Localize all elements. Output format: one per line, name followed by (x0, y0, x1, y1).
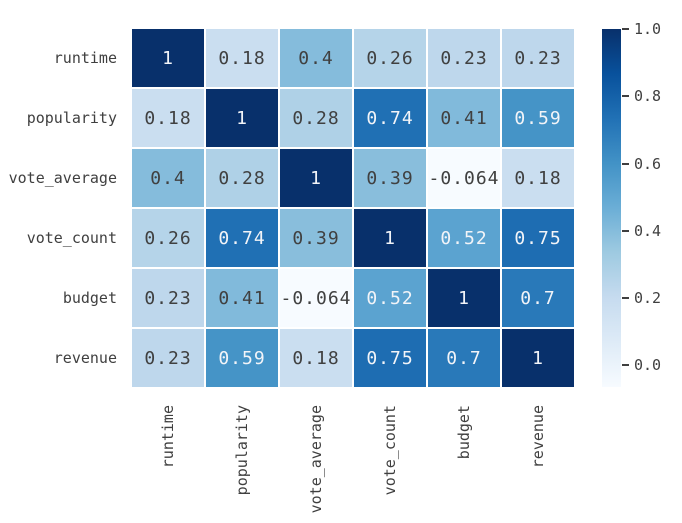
x-tick-label-vote_average: vote_average (307, 405, 325, 514)
heatmap-cell-budget-vote_count: 0.52 (354, 269, 426, 327)
y-tick-label-revenue: revenue (53, 349, 117, 367)
colorbar-tick-label-0.4: 0.4 (634, 221, 662, 240)
heatmap-cell-vote_count-revenue: 0.75 (502, 209, 574, 267)
heatmap-cell-revenue-revenue: 1 (502, 329, 574, 387)
colorbar-tick-label-0.8: 0.8 (634, 87, 662, 106)
heatmap-cell-vote_average-vote_average: 1 (280, 149, 352, 207)
heatmap-cell-budget-revenue: 0.7 (502, 269, 574, 327)
heatmap-cell-vote_average-budget: -0.064 (428, 149, 500, 207)
colorbar-tick-mark-0.8 (622, 95, 629, 98)
heatmap-cell-runtime-vote_average: 0.4 (280, 29, 352, 87)
colorbar-tick-label-0.0: 0.0 (634, 356, 662, 375)
heatmap-cell-vote_count-runtime: 0.26 (132, 209, 204, 267)
heatmap-cell-popularity-popularity: 1 (206, 89, 278, 147)
heatmap-cell-revenue-popularity: 0.59 (206, 329, 278, 387)
heatmap-cell-popularity-revenue: 0.59 (502, 89, 574, 147)
x-tick-label-popularity: popularity (233, 405, 251, 496)
heatmap-cell-runtime-budget: 0.23 (428, 29, 500, 87)
heatmap-cell-vote_count-vote_count: 1 (354, 209, 426, 267)
y-tick-label-popularity: popularity (26, 109, 117, 127)
colorbar-tick-label-0.2: 0.2 (634, 289, 662, 308)
heatmap-cell-budget-runtime: 0.23 (132, 269, 204, 327)
heatmap-cell-revenue-vote_count: 0.75 (354, 329, 426, 387)
heatmap-cell-vote_average-vote_count: 0.39 (354, 149, 426, 207)
colorbar-tick-mark-0.6 (622, 162, 629, 165)
colorbar-gradient (602, 29, 621, 387)
heatmap-cell-vote_average-popularity: 0.28 (206, 149, 278, 207)
x-tick-label-budget: budget (455, 405, 473, 460)
heatmap-cell-vote_count-budget: 0.52 (428, 209, 500, 267)
heatmap-cell-popularity-vote_average: 0.28 (280, 89, 352, 147)
heatmap-cell-budget-vote_average: -0.064 (280, 269, 352, 327)
heatmap-cell-revenue-runtime: 0.23 (132, 329, 204, 387)
x-tick-label-revenue: revenue (529, 405, 547, 469)
colorbar-tick-mark-0.2 (622, 297, 629, 300)
heatmap-cell-runtime-popularity: 0.18 (206, 29, 278, 87)
heatmap-cell-revenue-budget: 0.7 (428, 329, 500, 387)
heatmap-cell-budget-popularity: 0.41 (206, 269, 278, 327)
heatmap-cell-runtime-vote_count: 0.26 (354, 29, 426, 87)
x-tick-label-runtime: runtime (159, 405, 177, 469)
colorbar-tick-label-1.0: 1.0 (634, 20, 662, 38)
heatmap-cell-popularity-runtime: 0.18 (132, 89, 204, 147)
y-tick-label-runtime: runtime (53, 49, 117, 67)
y-tick-label-vote_average: vote_average (8, 169, 117, 187)
heatmap-cell-runtime-runtime: 1 (132, 29, 204, 87)
heatmap-cell-vote_count-vote_average: 0.39 (280, 209, 352, 267)
heatmap-cell-vote_average-runtime: 0.4 (132, 149, 204, 207)
heatmap-cell-budget-budget: 1 (428, 269, 500, 327)
colorbar-tick-label-0.6: 0.6 (634, 154, 662, 173)
heatmap-cell-vote_count-popularity: 0.74 (206, 209, 278, 267)
colorbar-tick-mark-1.0 (622, 28, 629, 30)
heatmap-cell-popularity-budget: 0.41 (428, 89, 500, 147)
heatmap-cell-revenue-vote_average: 0.18 (280, 329, 352, 387)
x-tick-label-vote_count: vote_count (381, 405, 399, 496)
colorbar-tick-mark-0.0 (622, 364, 629, 367)
heatmap-grid: 1 0.18 0.4 0.26 0.23 0.23 0.18 1 0.28 0.74 0.41 0.5… (132, 29, 574, 387)
y-tick-label-budget: budget (62, 289, 117, 307)
y-tick-label-vote_count: vote_count (26, 229, 117, 247)
colorbar-tick-mark-0.4 (622, 229, 629, 232)
heatmap-cell-runtime-revenue: 0.23 (502, 29, 574, 87)
heatmap-cell-popularity-vote_count: 0.74 (354, 89, 426, 147)
heatmap-cell-vote_average-revenue: 0.18 (502, 149, 574, 207)
